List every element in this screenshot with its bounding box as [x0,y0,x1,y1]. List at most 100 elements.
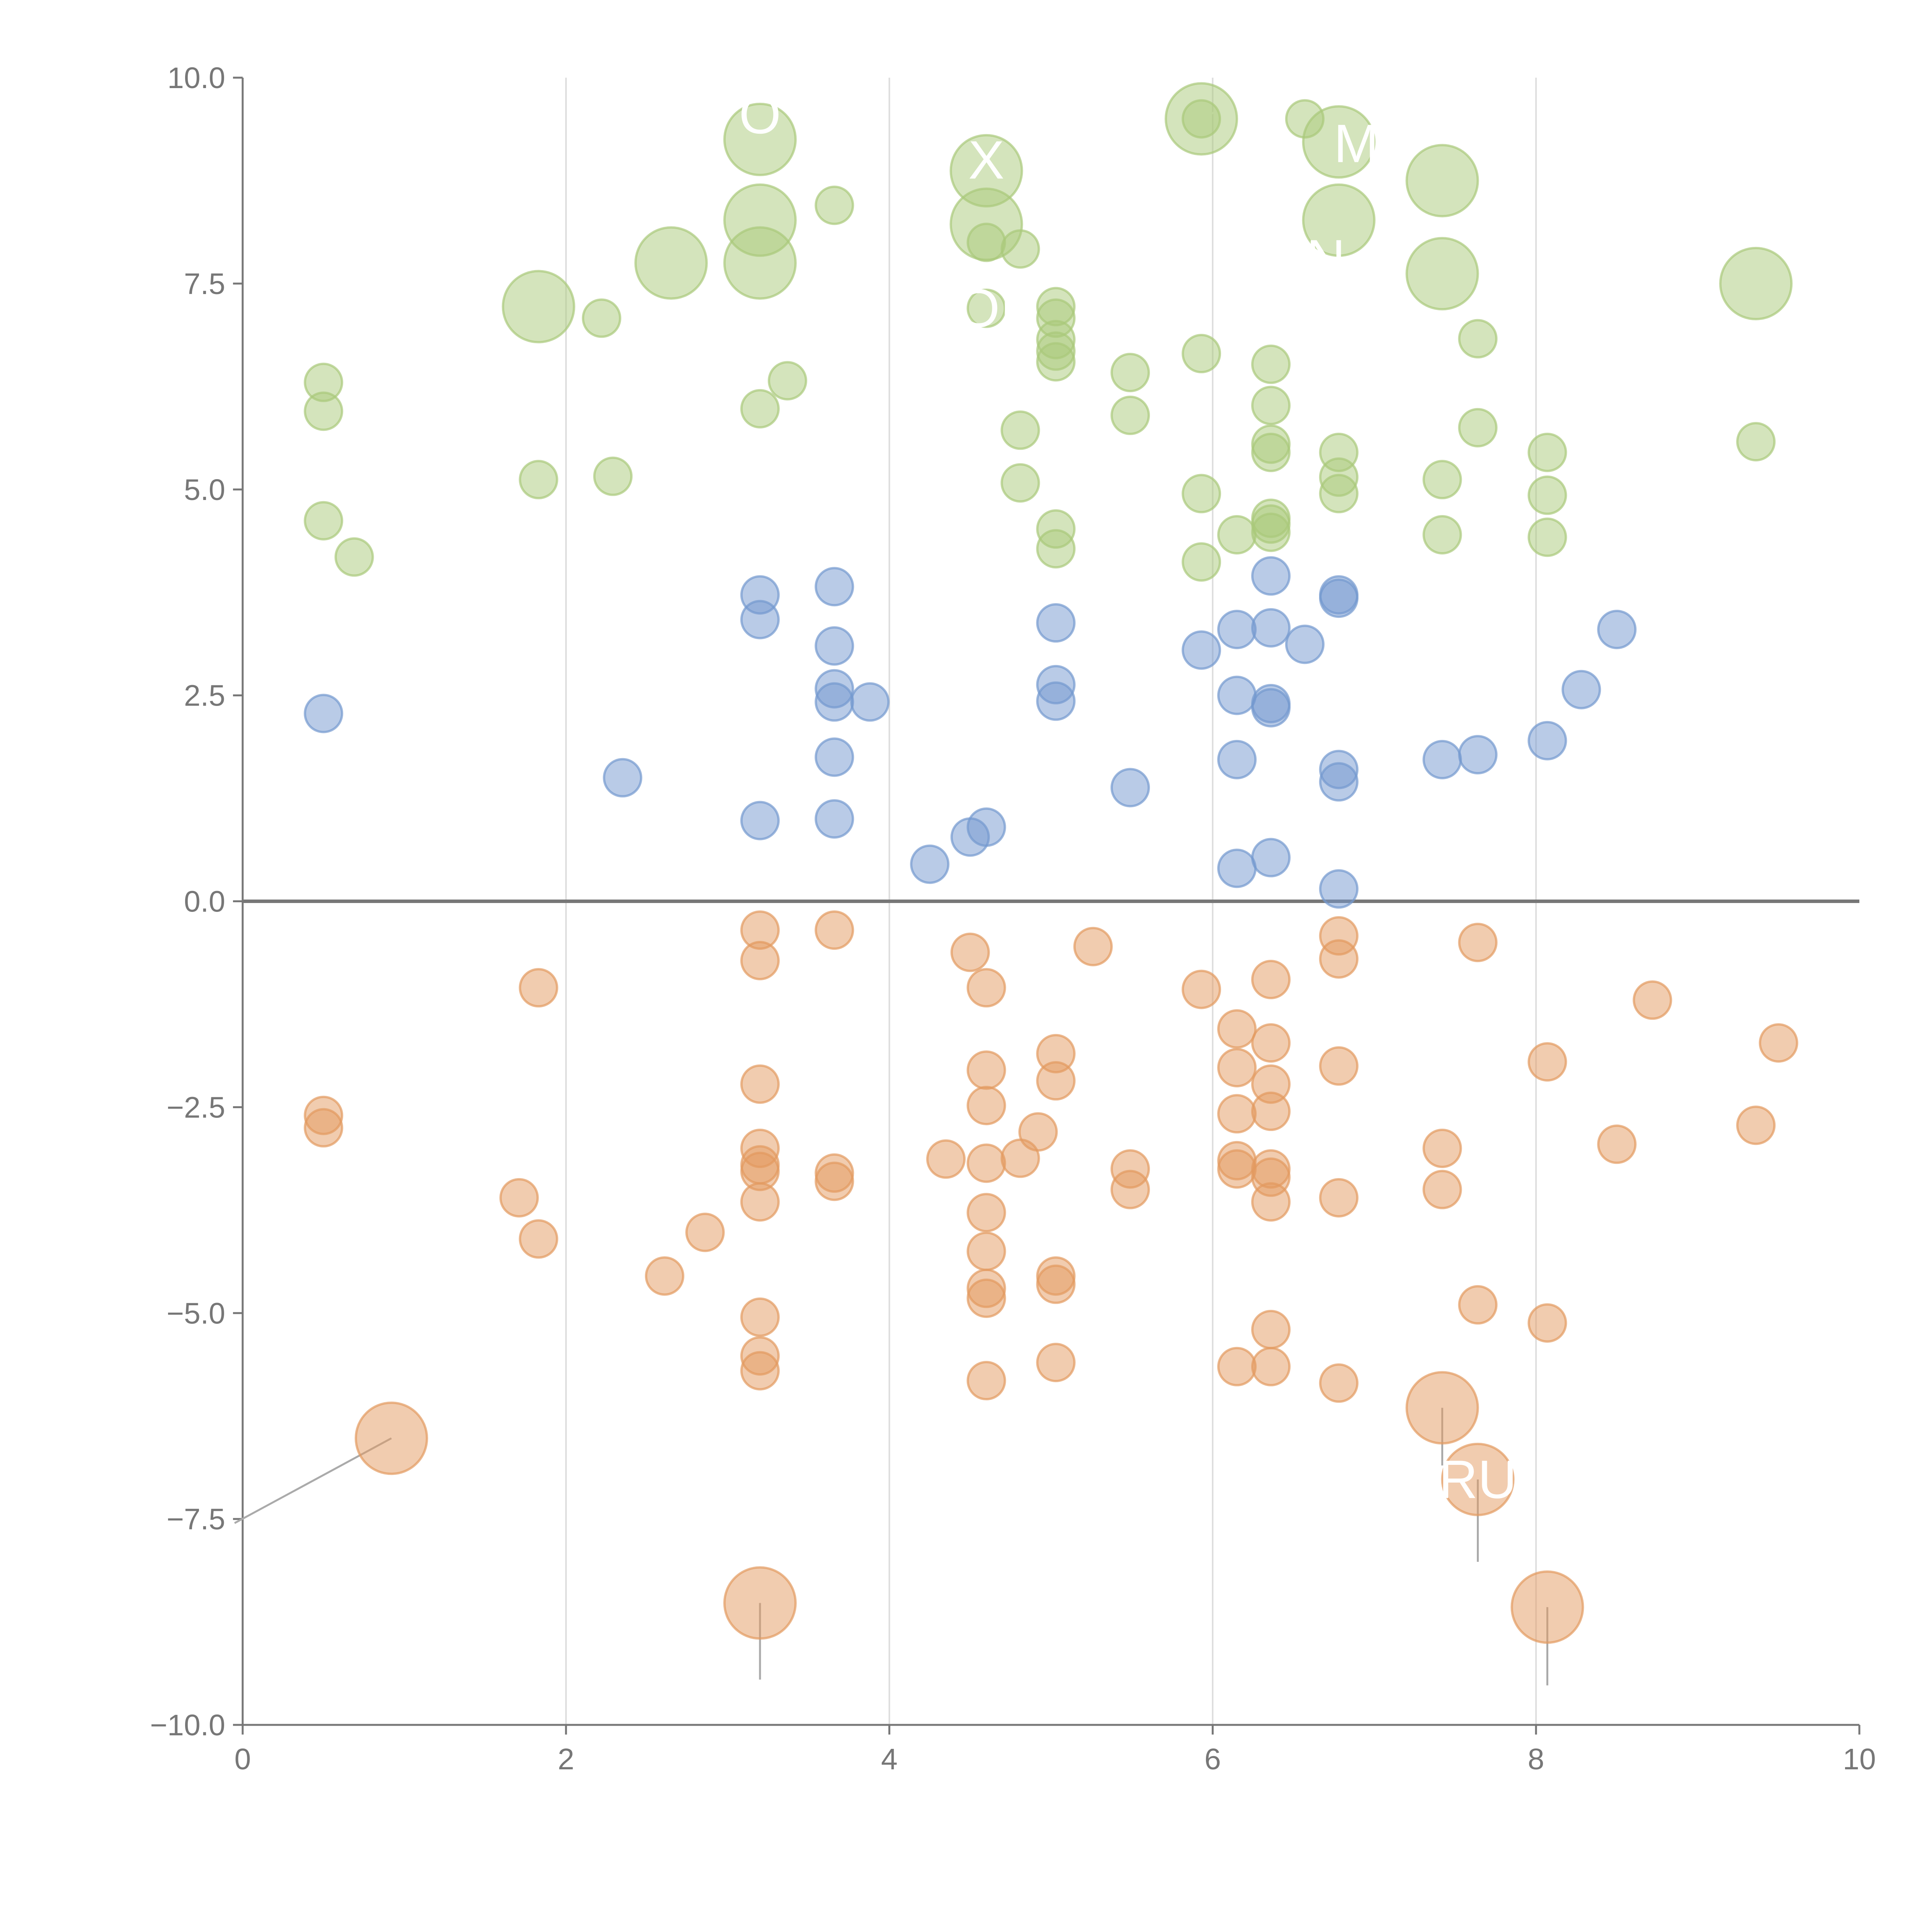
orange-point [304,1108,344,1148]
green-point [1251,344,1291,384]
blue-point [850,682,890,722]
green-point [966,288,1006,328]
blue-point [1217,740,1257,779]
orange-point [1251,959,1291,999]
orange-large-point [723,1566,797,1640]
orange-point [1036,1343,1076,1383]
orange-point [1633,980,1672,1020]
green-point [519,460,558,500]
orange-point [740,940,780,980]
blue-point [304,694,344,733]
blue-point [1319,869,1359,909]
green-point [304,501,344,541]
blue-point [815,626,854,666]
x-tick-label: 0 [235,1743,251,1776]
green-point [1458,408,1498,447]
y-tick-label: 10.0 [167,61,225,95]
y-tick-label: −2.5 [167,1091,225,1124]
blue-point [1458,735,1498,775]
orange-point [966,1278,1006,1318]
orange-point [740,1297,780,1337]
green-point [1527,517,1567,557]
orange-point [519,1219,558,1259]
orange-point [1251,1347,1291,1386]
orange-large-point [1510,1570,1584,1644]
green-point [1422,460,1462,500]
orange-point [1217,1048,1257,1088]
blue-point [1422,740,1462,779]
point-annotation: RU [1439,1449,1517,1510]
blue-point [1251,838,1291,878]
y-tick-label: 0.0 [184,885,225,918]
green-point [1000,410,1040,450]
blue-point [910,844,950,884]
x-tick-label: 10 [1843,1743,1876,1776]
orange-point [740,1064,780,1104]
y-tick-label: 5.0 [184,473,225,507]
green-point [1111,353,1150,393]
orange-large-point [1441,1442,1515,1516]
green-point [815,185,854,225]
point-annotation: OI [958,278,1015,338]
orange-point [950,932,990,972]
green-point [334,537,374,577]
green-point [304,391,344,431]
green-point [768,361,808,401]
orange-point [1251,1023,1291,1063]
green-point [1036,529,1076,569]
orange-point [1319,1363,1359,1403]
orange-point [966,1143,1006,1183]
orange-point [1319,939,1359,979]
orange-point [1422,1128,1462,1168]
blue-point [1217,849,1257,888]
green-point [1036,342,1076,382]
orange-point [1597,1124,1637,1164]
point-annotation: X [968,129,1004,190]
x-tick-label: 2 [558,1743,574,1776]
green-point [1182,474,1221,514]
orange-point [740,1351,780,1391]
blue-point [1182,630,1221,670]
x-tick-label: 4 [881,1743,898,1776]
green-large-point [1405,237,1479,311]
orange-point [1018,1112,1058,1152]
orange-point [966,1361,1006,1401]
blue-point [1217,610,1257,650]
orange-point [966,968,1006,1008]
orange-large-point [1405,1371,1479,1445]
orange-point [815,1162,854,1201]
blue-point [815,567,854,607]
blue-point [1561,670,1601,709]
green-point [1182,334,1221,374]
orange-point [926,1139,966,1179]
green-large-point [1302,105,1376,179]
blue-point [1319,762,1359,802]
orange-point [1736,1105,1776,1145]
blue-point [740,801,780,840]
green-large-point [1405,144,1479,218]
orange-point [1217,1149,1257,1189]
blue-point [815,737,854,777]
blue-point [1597,610,1637,650]
orange-point [519,968,558,1008]
point-annotation: N [1306,228,1345,289]
green-point [1251,512,1291,552]
blue-point [1111,768,1150,808]
blue-point [1036,603,1076,643]
orange-point [1319,1046,1359,1086]
blue-point [1251,688,1291,728]
orange-point [645,1256,685,1296]
orange-point [1036,1264,1076,1304]
blue-point [1217,675,1257,715]
orange-point [1251,1310,1291,1349]
blue-point [603,758,643,798]
green-large-point [634,226,708,300]
y-tick-label: −5.0 [167,1297,225,1330]
green-large-point [723,226,797,300]
orange-point [966,1050,1006,1090]
green-point [1182,542,1221,582]
orange-point [1251,1182,1291,1222]
axis-layer: 10.0 7.5 5.0 2.5 0.0 −2.5 −5.0 −7.5 −10.0 0 2 4 6 8 10 [150,61,1876,1776]
green-large-point [949,187,1023,261]
